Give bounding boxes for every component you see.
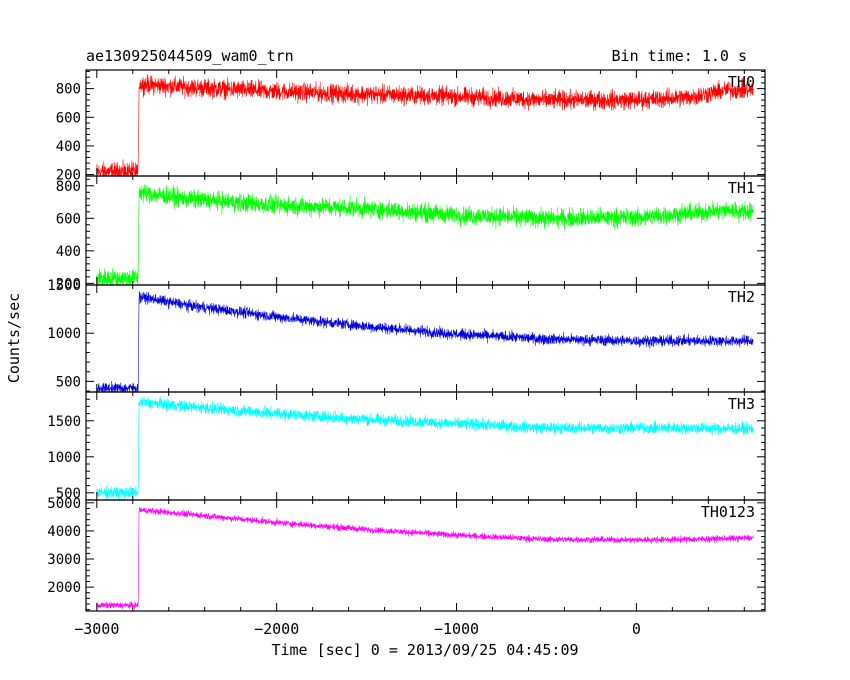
x-tick-label: −1000: [434, 620, 479, 638]
panel-label-th2: TH2: [728, 288, 755, 306]
y-tick-label: 1500: [47, 414, 81, 430]
y-tick-label: 2000: [47, 580, 81, 596]
y-tick-label: 4000: [47, 524, 81, 540]
panels-group: 200 400 600 800 TH0 200 400 600 800 TH1 500 1000 150…: [47, 69, 766, 638]
panel-label-th0123: TH0123: [701, 503, 755, 521]
x-tick-label: −2000: [254, 620, 299, 638]
y-tick-label: 1000: [47, 326, 81, 342]
chart-title: ae130925044509_wam0_trn: [86, 47, 294, 65]
y-tick-label: 1500: [47, 278, 81, 294]
y-tick-label: 800: [56, 82, 81, 98]
series-line-th2: [96, 291, 754, 392]
y-tick-label: 400: [56, 139, 81, 155]
panel-frame-th1: [85, 175, 766, 286]
bin-time-label: Bin time: 1.0 s: [612, 47, 747, 65]
series-line-th0: [96, 74, 754, 176]
y-tick-label: 200: [56, 168, 81, 184]
series-line-th3: [96, 396, 754, 500]
y-tick-label: 1000: [47, 450, 81, 466]
x-tick-label: 0: [632, 620, 641, 638]
series-line-th0123: [96, 507, 754, 610]
panel-label-th0: TH0: [728, 73, 755, 91]
x-tick-label: −3000: [74, 620, 119, 638]
y-tick-label: 200: [56, 276, 81, 292]
y-tick-label: 400: [56, 244, 81, 260]
panel-label-th3: TH3: [728, 395, 755, 413]
y-tick-label: 500: [56, 486, 81, 502]
y-tick-label: 3000: [47, 552, 81, 568]
series-line-th1: [96, 184, 754, 285]
panel-label-th1: TH1: [728, 179, 755, 197]
y-tick-label: 600: [56, 110, 81, 126]
panel-frame-th0123: [85, 499, 766, 612]
y-tick-label: 500: [56, 374, 81, 390]
y-tick-label: 800: [56, 179, 81, 195]
x-axis-label: Time [sec] 0 = 2013/09/25 04:45:09: [271, 641, 578, 659]
y-axis-label: Counts/sec: [5, 293, 23, 383]
y-tick-label: 600: [56, 211, 81, 227]
y-tick-label: 5000: [47, 496, 81, 512]
